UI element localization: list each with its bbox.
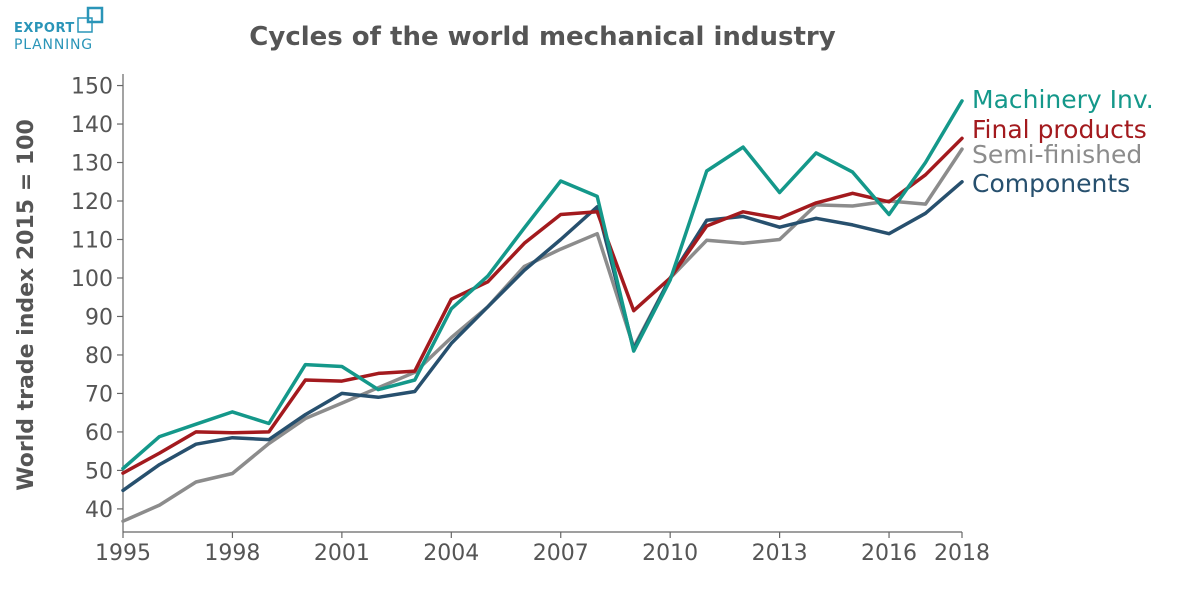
- x-tick-label: 2004: [423, 541, 479, 566]
- y-tick-label: 90: [85, 305, 113, 330]
- y-tick-label: 110: [71, 228, 113, 253]
- chart-legend: Machinery Inv.Final productsSemi-finishe…: [972, 85, 1154, 198]
- y-tick-label: 40: [85, 498, 113, 523]
- y-tick-label: 150: [71, 75, 113, 100]
- logo-line2: PLANNING: [14, 37, 93, 53]
- chart-series: [121, 99, 964, 523]
- x-tick-label: 2007: [533, 541, 589, 566]
- legend-label: Components: [972, 169, 1130, 198]
- y-tick-label: 70: [85, 382, 113, 407]
- y-tick-label: 50: [85, 459, 113, 484]
- logo-line1: EXPORT: [14, 21, 75, 36]
- y-tick-label: 130: [71, 152, 113, 177]
- series-line: [121, 136, 964, 475]
- x-tick-label: 2013: [752, 541, 808, 566]
- y-axis-label: World trade index 2015 = 100: [14, 119, 39, 491]
- y-tick-label: 120: [71, 190, 113, 215]
- y-tick-label: 100: [71, 267, 113, 292]
- legend-label: Semi-finished: [972, 140, 1142, 169]
- series-line: [121, 99, 964, 471]
- x-tick-label: 1998: [204, 541, 260, 566]
- x-tick-label: 2010: [642, 541, 698, 566]
- y-tick-label: 60: [85, 421, 113, 446]
- export-planning-logo: EXPORT PLANNING: [14, 6, 114, 58]
- legend-label: Machinery Inv.: [972, 85, 1154, 114]
- chart-axes: 40 50 60 70 80 90 100 110 120 130 140 150 1995 1998 20…: [71, 74, 990, 566]
- series-line: [121, 180, 964, 493]
- x-tick-label: 2001: [314, 541, 370, 566]
- x-tick-label: 1995: [95, 541, 151, 566]
- x-tick-label: 2018: [934, 541, 990, 566]
- y-tick-label: 140: [71, 113, 113, 138]
- series-line: [121, 147, 964, 523]
- logo-squares-icon: [77, 6, 104, 33]
- y-tick-label: 80: [85, 344, 113, 369]
- x-tick-label: 2016: [861, 541, 917, 566]
- legend-label: Final products: [972, 115, 1147, 144]
- chart-title: Cycles of the world mechanical industry: [249, 22, 836, 52]
